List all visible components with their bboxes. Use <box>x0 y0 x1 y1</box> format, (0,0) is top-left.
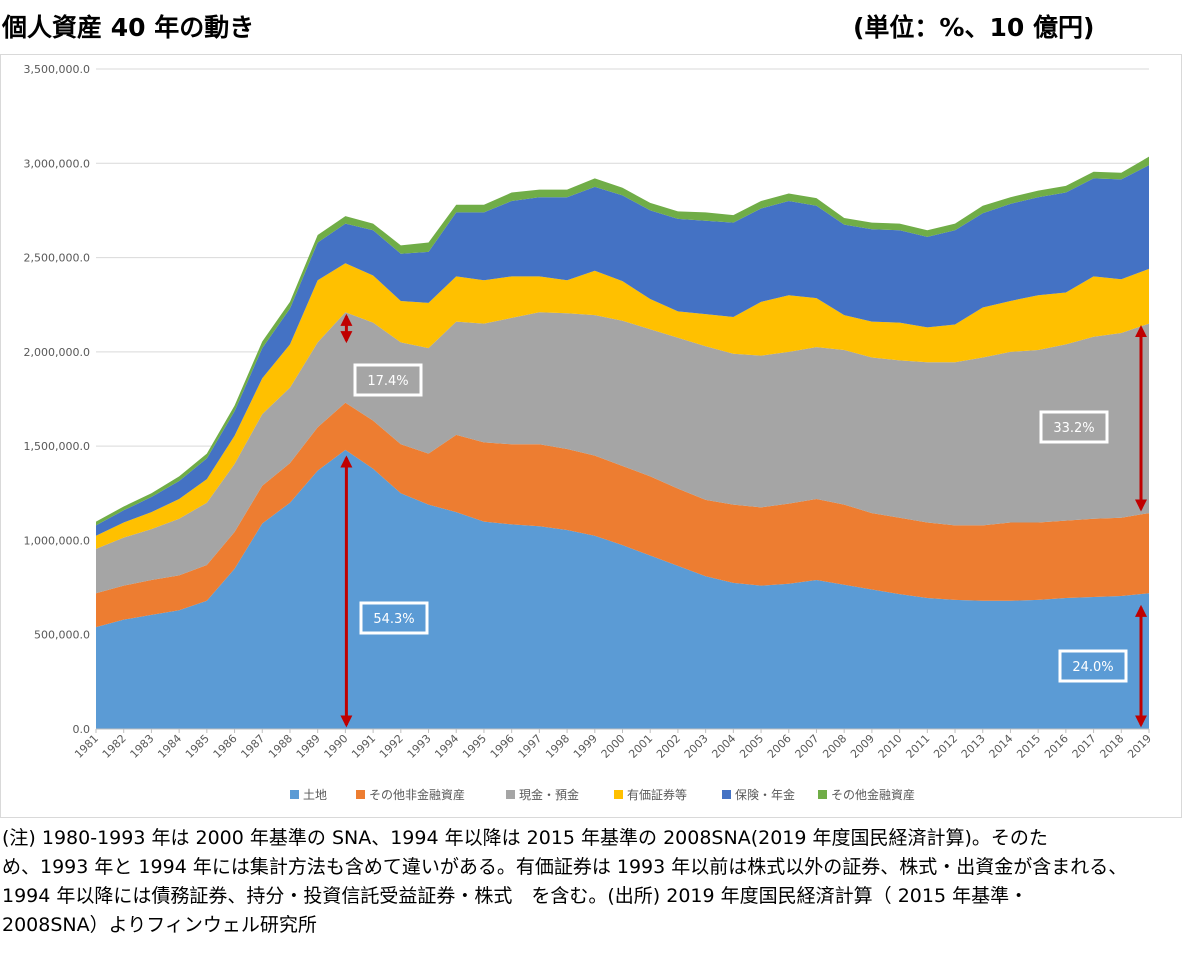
x-tick-label: 1986 <box>211 732 240 761</box>
x-tick-label: 1989 <box>294 732 323 761</box>
y-tick-label: 500,000.0 <box>34 629 90 642</box>
legend-label: その他金融資産 <box>831 787 915 802</box>
legend-swatch <box>290 790 299 799</box>
legend-swatch <box>356 790 365 799</box>
legend-swatch <box>506 790 515 799</box>
annotation-layer: 17.4% 54.3% 33.2% 24.0% <box>340 313 1147 728</box>
area-土地 <box>96 449 1149 729</box>
chart-container: 0.0 500,000.0 1,000,000.0 1,500,000.0 2,000,… <box>0 54 1182 818</box>
area-保険・年金 <box>96 165 1149 536</box>
x-tick-label: 1988 <box>266 732 295 761</box>
x-tick-label: 1994 <box>432 732 461 761</box>
annotation-2019-land-box <box>1058 649 1128 683</box>
legend-swatch <box>818 790 827 799</box>
y-tick-label: 1,500,000.0 <box>24 440 90 453</box>
x-tick-label: 1999 <box>571 732 600 761</box>
x-tick-label: 2009 <box>848 732 877 761</box>
x-tick-label: 1993 <box>405 732 434 761</box>
legend-label: 現金・預金 <box>519 787 579 802</box>
x-tick-label: 1990 <box>322 732 351 761</box>
footnote-line: め、1993 年と 1994 年には集計方法も含めて違いがある。有価証券は 19… <box>2 856 1128 878</box>
legend-swatch <box>614 790 623 799</box>
annotation-1990-cash: 17.4% <box>367 374 408 389</box>
x-tick-label: 1982 <box>100 732 129 761</box>
y-tick-label: 2,500,000.0 <box>24 252 90 265</box>
unit-label: (単位：%、10 億円) <box>853 13 1095 42</box>
x-tick-label: 2007 <box>793 732 822 761</box>
x-tick-label: 2011 <box>903 732 932 761</box>
x-tick-label: 1984 <box>155 732 184 761</box>
y-tick-label: 2,000,000.0 <box>24 346 90 359</box>
x-tick-label: 1991 <box>349 732 378 761</box>
legend-label: 有価証券等 <box>627 787 687 802</box>
x-tick-label: 2010 <box>876 732 905 761</box>
annotation-1990-land: 54.3% <box>373 612 414 627</box>
x-tick-label: 2014 <box>987 732 1016 761</box>
x-tick-label: 1992 <box>377 732 406 761</box>
annotation-1990-cash-box <box>353 363 423 397</box>
x-tick-label: 2000 <box>599 732 628 761</box>
footnote: (注) 1980-1993 年は 2000 年基準の SNA、1994 年以降は… <box>2 824 1182 940</box>
footnote-line: (注) 1980-1993 年は 2000 年基準の SNA、1994 年以降は… <box>2 827 1048 849</box>
x-tick-label: 1981 <box>72 732 101 761</box>
x-tick-label: 1996 <box>488 732 517 761</box>
area-layer <box>96 156 1149 729</box>
x-tick-label: 1997 <box>515 732 544 761</box>
footnote-line: 1994 年以降には債務証券、持分・投資信託受益証券・株式 を含む。(出所) 2… <box>2 885 1029 907</box>
x-tick-label: 2008 <box>820 732 849 761</box>
x-tick-label: 2016 <box>1042 732 1071 761</box>
x-tick-label: 1995 <box>460 732 489 761</box>
legend: 土地 その他非金融資産 現金・預金 有価証券等 保険・年金 その他金融資産 <box>290 787 915 802</box>
annotation-1990-land-box <box>359 601 429 635</box>
x-tick-label: 2015 <box>1014 732 1043 761</box>
x-tick-label: 1985 <box>183 732 212 761</box>
x-tick-label: 2006 <box>765 732 794 761</box>
y-tick-label: 3,500,000.0 <box>24 63 90 76</box>
x-tick-label: 2004 <box>709 732 738 761</box>
legend-label: 土地 <box>303 788 327 802</box>
x-tick-label: 2001 <box>626 732 655 761</box>
y-tick-label: 1,000,000.0 <box>24 534 90 547</box>
x-tick-label: 2012 <box>931 732 960 761</box>
legend-label: その他非金融資産 <box>369 787 465 802</box>
x-tick-label: 2017 <box>1070 732 1099 761</box>
x-tick-label: 2002 <box>654 732 683 761</box>
stacked-area-chart: 0.0 500,000.0 1,000,000.0 1,500,000.0 2,000,… <box>24 63 1155 802</box>
x-tick-label: 2018 <box>1097 732 1126 761</box>
footnote-line: 2008SNA）よりフィンウェル研究所 <box>2 914 317 936</box>
area-その他非金融資産 <box>96 402 1149 628</box>
x-tick-label: 2003 <box>682 732 711 761</box>
x-tick-label: 1987 <box>238 732 267 761</box>
y-tick-label: 3,000,000.0 <box>24 157 90 170</box>
annotation-2019-land: 24.0% <box>1072 660 1113 675</box>
legend-label: 保険・年金 <box>735 787 795 802</box>
area-その他金融資産 <box>96 156 1149 526</box>
legend-swatch <box>722 790 731 799</box>
x-tick-label: 2005 <box>737 732 766 761</box>
area-有価証券等 <box>96 263 1149 549</box>
x-tick-label: 2019 <box>1125 732 1154 761</box>
page-title: 個人資産 40 年の動き <box>2 13 255 42</box>
x-tick-label: 2013 <box>959 732 988 761</box>
y-tick-label: 0.0 <box>73 723 91 736</box>
x-tick-label: 1983 <box>128 732 157 761</box>
x-tick-label: 1998 <box>543 732 572 761</box>
annotation-2019-cash: 33.2% <box>1053 421 1094 436</box>
area-現金・預金 <box>96 312 1149 594</box>
annotation-2019-cash-box <box>1039 410 1109 444</box>
